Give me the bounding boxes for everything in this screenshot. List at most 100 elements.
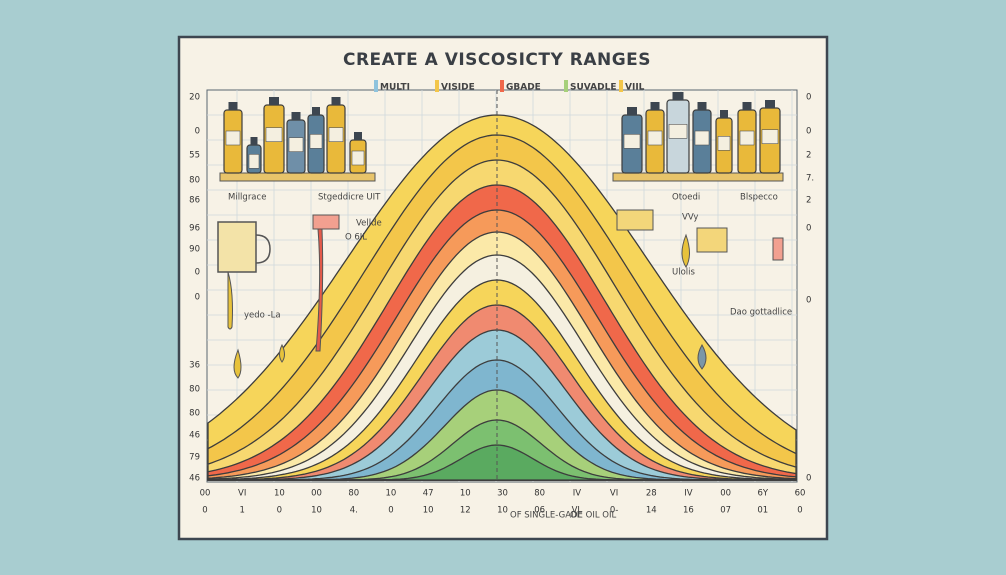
left-tick: 36 xyxy=(189,361,200,371)
right-tick: 2 xyxy=(806,151,811,161)
annotation: Millgrace xyxy=(228,193,266,203)
bottle-cap xyxy=(228,102,238,110)
drip xyxy=(315,228,324,352)
bottle-label xyxy=(694,130,710,146)
left-tick: 55 xyxy=(189,151,200,161)
bottle-cap xyxy=(291,112,301,120)
bottom-tick: 07 xyxy=(720,506,731,516)
bottom-tick: 10 xyxy=(311,506,322,516)
bottom-tick: 00 xyxy=(311,489,322,499)
bottom-tick: VL xyxy=(572,506,583,516)
right-tick: 7. xyxy=(806,174,814,184)
annotation: O 6IL xyxy=(345,233,367,243)
right-tick: 2 xyxy=(806,196,811,206)
right-tick: 0 xyxy=(806,296,811,306)
legend-label: MULTI xyxy=(380,83,410,93)
bottles xyxy=(223,92,781,174)
drop xyxy=(681,233,690,268)
bottom-tick: 00 xyxy=(720,489,731,499)
shelf xyxy=(612,172,784,182)
annotation: Blspecco xyxy=(740,193,778,203)
bottle-cap xyxy=(742,102,752,110)
left-tick: 80 xyxy=(189,385,200,395)
left-tick: 20 xyxy=(189,93,200,103)
mug-handle xyxy=(255,234,271,264)
drop xyxy=(279,343,285,363)
bell-curves xyxy=(207,114,797,481)
bottle-label xyxy=(248,154,260,169)
bottle-cap xyxy=(312,107,320,115)
legend-swatch xyxy=(435,80,439,92)
legend-swatch xyxy=(374,80,378,92)
bottom-tick: 14 xyxy=(646,506,657,516)
bottle-cap xyxy=(720,110,728,118)
bottle-label xyxy=(739,130,755,146)
bottom-tick: 80 xyxy=(534,489,545,499)
bottom-tick: 10 xyxy=(423,506,434,516)
bottom-tick: 47 xyxy=(423,489,434,499)
bottle-label xyxy=(288,137,304,152)
legend-swatch xyxy=(564,80,568,92)
bottom-tick: 12 xyxy=(460,506,471,516)
bottom-tick: IV xyxy=(573,489,582,499)
annotation: Ulolis xyxy=(672,268,696,278)
bottom-tick: VI xyxy=(610,489,618,499)
mug xyxy=(217,221,257,273)
bottle-label xyxy=(265,127,283,142)
annotation: Stgeddicre UIT xyxy=(318,193,381,203)
right-tick: 0 xyxy=(806,224,811,234)
bottom-tick: 00 xyxy=(200,489,211,499)
left-tick: 96 xyxy=(189,224,200,234)
bottle-cap xyxy=(650,102,660,110)
left-tick: 80 xyxy=(189,409,200,419)
legend-label: VISIDE xyxy=(441,83,475,93)
bottom-tick: 10 xyxy=(386,489,397,499)
annotation: OL xyxy=(570,511,582,521)
left-tick: 46 xyxy=(189,431,200,441)
drop xyxy=(697,343,707,370)
annotation: OF SINGLE-GADE OIL OIL xyxy=(510,511,616,521)
bottle-label xyxy=(328,127,344,142)
vial xyxy=(772,237,784,261)
drip xyxy=(227,271,233,330)
bottle-cap xyxy=(627,107,637,115)
dish xyxy=(616,209,654,231)
bottom-tick: 0 xyxy=(202,506,207,516)
left-tick: 0 xyxy=(195,293,200,303)
curve xyxy=(208,444,796,481)
bottom-tick: 0- xyxy=(610,506,618,516)
bottom-tick: 16 xyxy=(683,506,694,516)
bottom-tick: IV xyxy=(684,489,693,499)
bottle-cap xyxy=(331,97,341,105)
left-tick: 86 xyxy=(189,196,200,206)
bottom-tick: 4. xyxy=(350,506,358,516)
legend-label: SUVADLE xyxy=(570,83,616,93)
bottom-tick: VI xyxy=(238,489,246,499)
bottom-tick: 0 xyxy=(388,506,393,516)
legend-label: GBADE xyxy=(506,83,541,93)
annotation: Otoedi xyxy=(672,193,700,203)
cup xyxy=(312,214,340,230)
bottom-tick: 0 xyxy=(797,506,802,516)
labels: MULTI VISIDE GBADE SUVADLE VIIL2005580869690… xyxy=(189,80,814,521)
right-tick: 0 xyxy=(806,93,811,103)
bottom-tick: 10 xyxy=(460,489,471,499)
shelf xyxy=(219,172,376,182)
legend-swatch xyxy=(500,80,504,92)
bottle-label xyxy=(761,129,779,144)
left-tick: 0 xyxy=(195,127,200,137)
annotation: Vellde xyxy=(356,219,382,229)
bottle-cap xyxy=(250,137,258,145)
cup xyxy=(696,227,728,253)
drop xyxy=(233,348,242,379)
right-tick: 0 xyxy=(806,127,811,137)
legend-swatch xyxy=(619,80,623,92)
title: CREATE A VISCOSICTY RANGES xyxy=(343,50,651,70)
bottom-tick: 60 xyxy=(795,489,806,499)
bottle-cap xyxy=(672,92,684,100)
bottle-label xyxy=(668,124,688,139)
bottom-tick: 1 xyxy=(239,506,244,516)
left-tick: 79 xyxy=(189,453,200,463)
bottom-tick: 80 xyxy=(348,489,359,499)
